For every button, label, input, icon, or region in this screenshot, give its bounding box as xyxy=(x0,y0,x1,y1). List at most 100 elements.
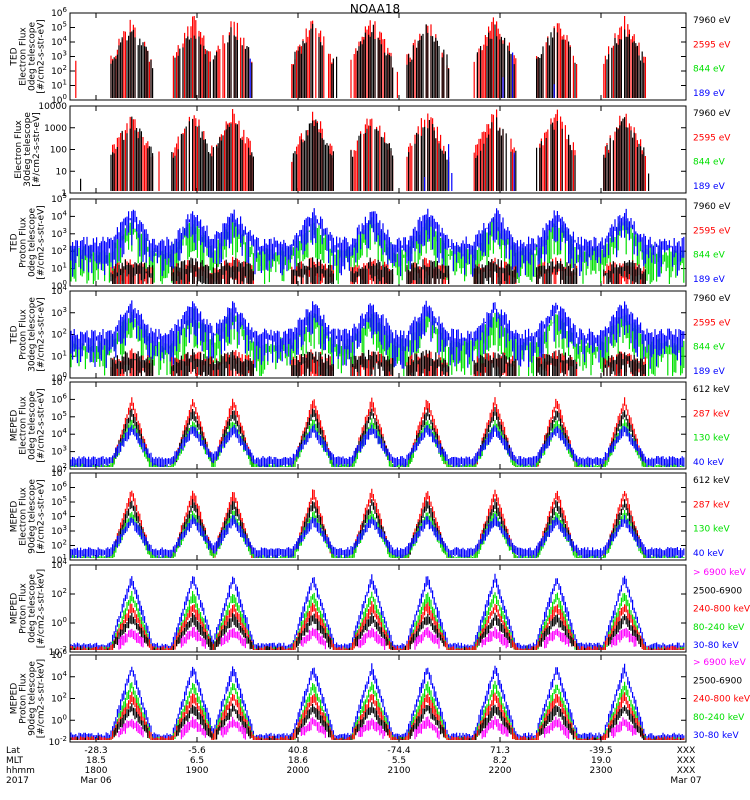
bottom-hhmm-label: 2200 xyxy=(489,766,512,776)
legend-item-green: 80-240 keV xyxy=(693,623,745,633)
series-trace-green xyxy=(70,510,685,558)
y-tick-label: 105 xyxy=(51,410,67,423)
y-tick-label: 107 xyxy=(51,375,67,388)
y-tick-label: 102 xyxy=(51,244,67,257)
y-tick-label: 101 xyxy=(51,553,67,566)
bottom-lat-label: XXX xyxy=(677,746,696,756)
series-trace-black xyxy=(110,23,645,98)
bottom-lat-label: -74.4 xyxy=(387,746,411,756)
y-tick-label: 104 xyxy=(51,284,67,297)
series-trace-blue xyxy=(70,208,685,278)
legend-item-red: 287 keV xyxy=(693,500,730,510)
series-trace-red xyxy=(70,691,685,740)
y-tick-label: 100 xyxy=(51,616,67,629)
y-tick-label: 107 xyxy=(51,466,67,479)
bottom-mlt-label: 19.0 xyxy=(591,756,611,766)
bottom-lat-label: 71.3 xyxy=(490,746,510,756)
legend-item-blue: 189 eV xyxy=(693,275,726,285)
y-tick-label: 106 xyxy=(51,6,67,19)
legend-item-green: 80-240 keV xyxy=(693,713,745,723)
y-tick-label: 102 xyxy=(51,539,67,552)
series-trace-green xyxy=(70,308,685,376)
series-trace-magenta xyxy=(118,626,637,650)
bottom-row-label: Lat xyxy=(6,746,21,756)
series-trace-black xyxy=(70,406,675,467)
bottom-hhmm-label: 2300 xyxy=(590,766,613,776)
bottom-row-label: 2017 xyxy=(6,776,29,786)
legend-item-green: 844 eV xyxy=(693,343,726,353)
y-tick-label: 102 xyxy=(51,64,67,77)
series-trace-magenta xyxy=(118,716,637,740)
panel-meped-e-0: MEPEDElectron Flux0deg telescope[#/cm2-s… xyxy=(10,381,687,470)
legend-item-magenta: > 6900 keV xyxy=(693,568,747,578)
legend-item-black: 2500-6900 xyxy=(693,676,742,686)
series-trace-blue xyxy=(249,52,555,98)
legend-item-blue: 189 eV xyxy=(693,182,726,192)
y-tick-label: 104 xyxy=(51,510,67,523)
y-axis-title: MEPEDElectron Flux90deg telescope[#/cm2-… xyxy=(10,479,47,554)
y-tick-label: 103 xyxy=(51,445,67,458)
y-tick-label: 103 xyxy=(51,50,67,63)
panel-frame xyxy=(69,564,687,653)
panel-meped-p-0: MEPEDProton Flux0deg telescope[#/cm2-s-s… xyxy=(10,564,687,653)
legend-item-red: 240-800 keV xyxy=(693,695,750,705)
series-trace-blue xyxy=(70,663,685,740)
y-tick-label: 10-2 xyxy=(49,735,67,748)
panel-meped-e-90: MEPEDElectron Flux90deg telescope[#/cm2-… xyxy=(10,472,687,561)
y-tick-label: 101 xyxy=(51,349,67,362)
y-tick-label: 10-2 xyxy=(49,645,67,658)
panel-ted-e-0: TEDElectron Flux0deg telescope[#/cm2-s-s… xyxy=(10,12,687,101)
y-tick-label: 103 xyxy=(51,227,67,240)
y-tick-label: 100 xyxy=(51,279,67,292)
y-tick-label: 100 xyxy=(50,146,67,156)
y-axis-title: MEPEDElectron Flux0deg telescope[#/cm2-s… xyxy=(10,388,47,463)
y-tick-label: 106 xyxy=(51,392,67,405)
y-tick-label: 100 xyxy=(51,713,67,726)
panel-ted-e-30: Electron Flux30deg telescope[#/cm2-s-str… xyxy=(14,105,687,194)
bottom-mlt-label: 8.2 xyxy=(493,756,507,766)
y-tick-label: 102 xyxy=(51,462,67,475)
y-axis-title: TEDProton Flux0deg telescope[#/cm2-s-str… xyxy=(10,205,47,280)
y-tick-label: 106 xyxy=(51,648,67,661)
y-tick-label: 1000 xyxy=(44,124,67,134)
bottom-lat-label: 40.8 xyxy=(288,746,308,756)
series-trace-red xyxy=(73,397,682,467)
y-tick-label: 104 xyxy=(51,427,67,440)
legend-item-red: 287 keV xyxy=(693,409,730,419)
series-trace-black xyxy=(70,702,682,740)
legend-item-blue: 189 eV xyxy=(693,89,726,99)
bottom-date-label: Mar 06 xyxy=(80,776,112,786)
y-tick-label: 105 xyxy=(51,192,67,205)
legend-item-red: 240-800 keV xyxy=(693,605,750,615)
legend-item-red: 2595 eV xyxy=(693,226,731,236)
panel-ted-p-0: TEDProton Flux0deg telescope[#/cm2-s-str… xyxy=(10,198,687,287)
y-axis-title: MEPEDProton Flux90deg telescope[#/cm2-s-… xyxy=(10,659,47,738)
legend-item-green: 130 keV xyxy=(693,525,730,535)
panel-frame xyxy=(69,198,687,287)
legend-item-green: 844 eV xyxy=(693,158,726,168)
legend-item-black: 7960 eV xyxy=(693,109,731,119)
y-tick-label: 100 xyxy=(51,93,67,106)
bottom-mlt-label: 6.5 xyxy=(190,756,204,766)
series-trace-blue xyxy=(424,144,515,191)
bottom-hhmm-label: 2100 xyxy=(388,766,411,776)
legend-item-red: 2595 eV xyxy=(693,40,731,50)
bottom-hhmm-label: XXX xyxy=(677,766,696,776)
bottom-mlt-label: XXX xyxy=(677,756,696,766)
panel-frame xyxy=(69,381,687,470)
bottom-mlt-label: 18.5 xyxy=(86,756,106,766)
series-trace-red xyxy=(70,601,685,650)
legend-item-red: 2595 eV xyxy=(693,133,731,143)
y-tick-label: 104 xyxy=(51,35,67,48)
legend-item-black: 612 keV xyxy=(693,476,730,486)
legend-item-blue: 30-80 keV xyxy=(693,731,739,741)
legend-item-green: 844 eV xyxy=(693,65,726,75)
y-tick-label: 102 xyxy=(51,328,67,341)
bottom-date-label: Mar 07 xyxy=(670,776,701,786)
y-tick-label: 1 xyxy=(61,189,67,199)
series-trace-green xyxy=(70,591,685,650)
bottom-row-label: hhmm xyxy=(6,766,35,776)
bottom-hhmm-label: 1900 xyxy=(186,766,209,776)
